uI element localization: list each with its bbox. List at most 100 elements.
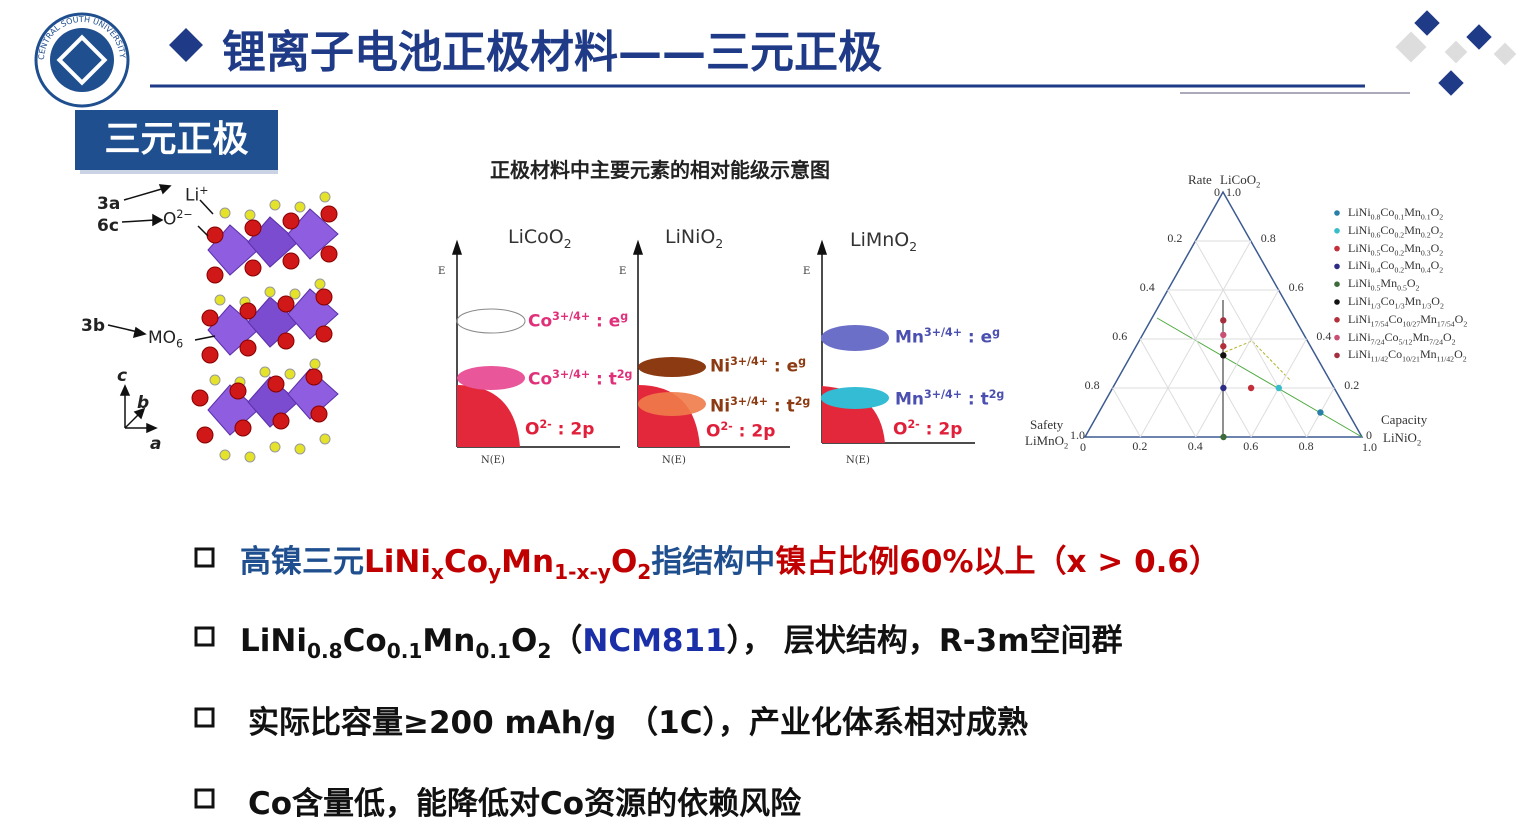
text: LiNi bbox=[1348, 347, 1371, 362]
text: Mn bbox=[422, 623, 476, 659]
text: Co bbox=[1380, 205, 1395, 219]
tick-label: 0.8 bbox=[1298, 439, 1314, 453]
level-label: Mn3+/4+ : t2g bbox=[895, 388, 1004, 410]
o-atom bbox=[239, 339, 257, 357]
tick-label: 0.2 bbox=[1167, 231, 1183, 245]
li-atom bbox=[219, 207, 231, 219]
tick-label: 0.6 bbox=[1288, 280, 1304, 294]
script-text: 3+/4+ bbox=[924, 326, 962, 339]
axis-label: a bbox=[150, 434, 162, 454]
text: Co bbox=[342, 623, 387, 659]
script-text: 3+/4+ bbox=[552, 368, 591, 381]
title-diamond bbox=[169, 28, 203, 62]
o-atom bbox=[244, 259, 262, 277]
o-atom bbox=[206, 266, 224, 284]
script-text: 2 bbox=[1256, 179, 1261, 190]
legend-entry: LiNi11/42Co10/21Mn11/42O2 bbox=[1348, 347, 1467, 363]
li-atom bbox=[264, 286, 276, 298]
script-text: 17/54 bbox=[1370, 319, 1389, 329]
level-label: Co3+/4+ : eg bbox=[528, 310, 628, 332]
text: O bbox=[1442, 329, 1452, 344]
composition-point bbox=[1220, 317, 1227, 324]
guide-line bbox=[1156, 317, 1363, 438]
text: Ni bbox=[710, 396, 731, 417]
bullet-text: LiNi0.8Co0.1Mn0.1O2（NCM811）， 层状结构，R-3m空间… bbox=[240, 615, 1123, 663]
script-text: 3+/4+ bbox=[924, 388, 962, 401]
axis-label: E bbox=[438, 266, 446, 277]
li-atom bbox=[319, 433, 331, 445]
script-text: 0.2 bbox=[1394, 247, 1405, 257]
level-label: Ni3+/4+ : eg bbox=[710, 355, 806, 377]
legend-entry: LiNi0.4Co0.2Mn0.4O2 bbox=[1348, 258, 1443, 274]
text: Co bbox=[1388, 311, 1403, 326]
script-text: 5/12 bbox=[1398, 336, 1413, 346]
li-atom bbox=[214, 294, 226, 306]
script-text: 2 bbox=[1415, 283, 1420, 293]
level-label: Co3+/4+ : t2g bbox=[528, 368, 632, 390]
text: : 2p bbox=[732, 421, 776, 442]
tick-label: 0.6 bbox=[1243, 439, 1259, 453]
legend-entry: LiNi17/54Co10/27Mn17/54O2 bbox=[1348, 312, 1467, 328]
end-label: 0 bbox=[1366, 428, 1372, 442]
grid-line bbox=[1167, 289, 1252, 438]
bullet-box bbox=[194, 626, 215, 647]
level-label: O2- : 2p bbox=[706, 420, 775, 442]
script-text: 0.3 bbox=[1420, 247, 1431, 257]
o-atom bbox=[191, 389, 209, 407]
axis-label: E bbox=[803, 266, 811, 277]
o-atom bbox=[320, 205, 338, 223]
crystal-arrows bbox=[107, 184, 216, 434]
legend-swatch bbox=[1334, 334, 1340, 341]
text: : e bbox=[590, 311, 621, 332]
text: Mn bbox=[1404, 294, 1422, 308]
text: Mn bbox=[895, 327, 925, 348]
composition-point bbox=[1220, 352, 1227, 359]
legend-entry: LiNi0.6Co0.2Mn0.2O2 bbox=[1348, 223, 1443, 239]
level-label: Ni3+/4+ : t2g bbox=[710, 395, 810, 417]
script-text: 2 bbox=[563, 236, 572, 251]
text: Co bbox=[1384, 329, 1399, 344]
text: LiNi bbox=[1348, 329, 1371, 344]
script-text: 1/3 bbox=[1370, 301, 1381, 311]
grid-line bbox=[1195, 289, 1280, 438]
script-text: 0.5 bbox=[1397, 283, 1407, 293]
script-text: 2 bbox=[909, 239, 918, 254]
legend-entry: LiNi0.5Mn0.5O2 bbox=[1348, 276, 1419, 292]
text: Co bbox=[528, 369, 553, 390]
script-text: 0.2 bbox=[1394, 265, 1405, 275]
li-atom bbox=[244, 209, 256, 221]
o-atom bbox=[272, 412, 290, 430]
script-text: 10/27 bbox=[1402, 319, 1421, 329]
corner-compound: LiCoO2 bbox=[1220, 172, 1260, 190]
li-atom bbox=[309, 358, 321, 370]
text: Mn bbox=[1419, 347, 1437, 362]
site-label: 3b bbox=[81, 316, 105, 336]
legend-swatch bbox=[1334, 245, 1340, 252]
script-text: g bbox=[992, 326, 1001, 339]
script-text: 0.2 bbox=[1420, 230, 1431, 240]
text: Co bbox=[1388, 347, 1403, 362]
grid-line bbox=[1112, 387, 1141, 438]
o-atom bbox=[282, 212, 300, 230]
bullet-box bbox=[194, 547, 215, 568]
text: LiNi bbox=[1348, 205, 1371, 219]
o-atom bbox=[315, 325, 333, 343]
crystal-structure bbox=[191, 191, 339, 463]
site-label: 3a bbox=[97, 194, 121, 214]
legend-swatch bbox=[1334, 317, 1340, 323]
legend-swatch bbox=[1334, 281, 1340, 288]
grid-line bbox=[1194, 240, 1308, 438]
ion-label: Li+ bbox=[185, 184, 208, 206]
legend-entry: LiNi7/24Co5/12Mn7/24O2 bbox=[1348, 330, 1456, 346]
subscript: 2 bbox=[637, 560, 652, 585]
text: : t bbox=[767, 396, 795, 417]
text: O bbox=[1454, 311, 1464, 326]
text: O bbox=[1430, 205, 1440, 219]
script-text: 2 bbox=[715, 236, 724, 251]
script-text: 0.2 bbox=[1394, 230, 1405, 240]
text: Mn bbox=[1380, 276, 1398, 291]
script-text: 2 bbox=[1439, 265, 1444, 275]
text: O bbox=[610, 544, 638, 580]
bullet-icons bbox=[194, 547, 215, 809]
